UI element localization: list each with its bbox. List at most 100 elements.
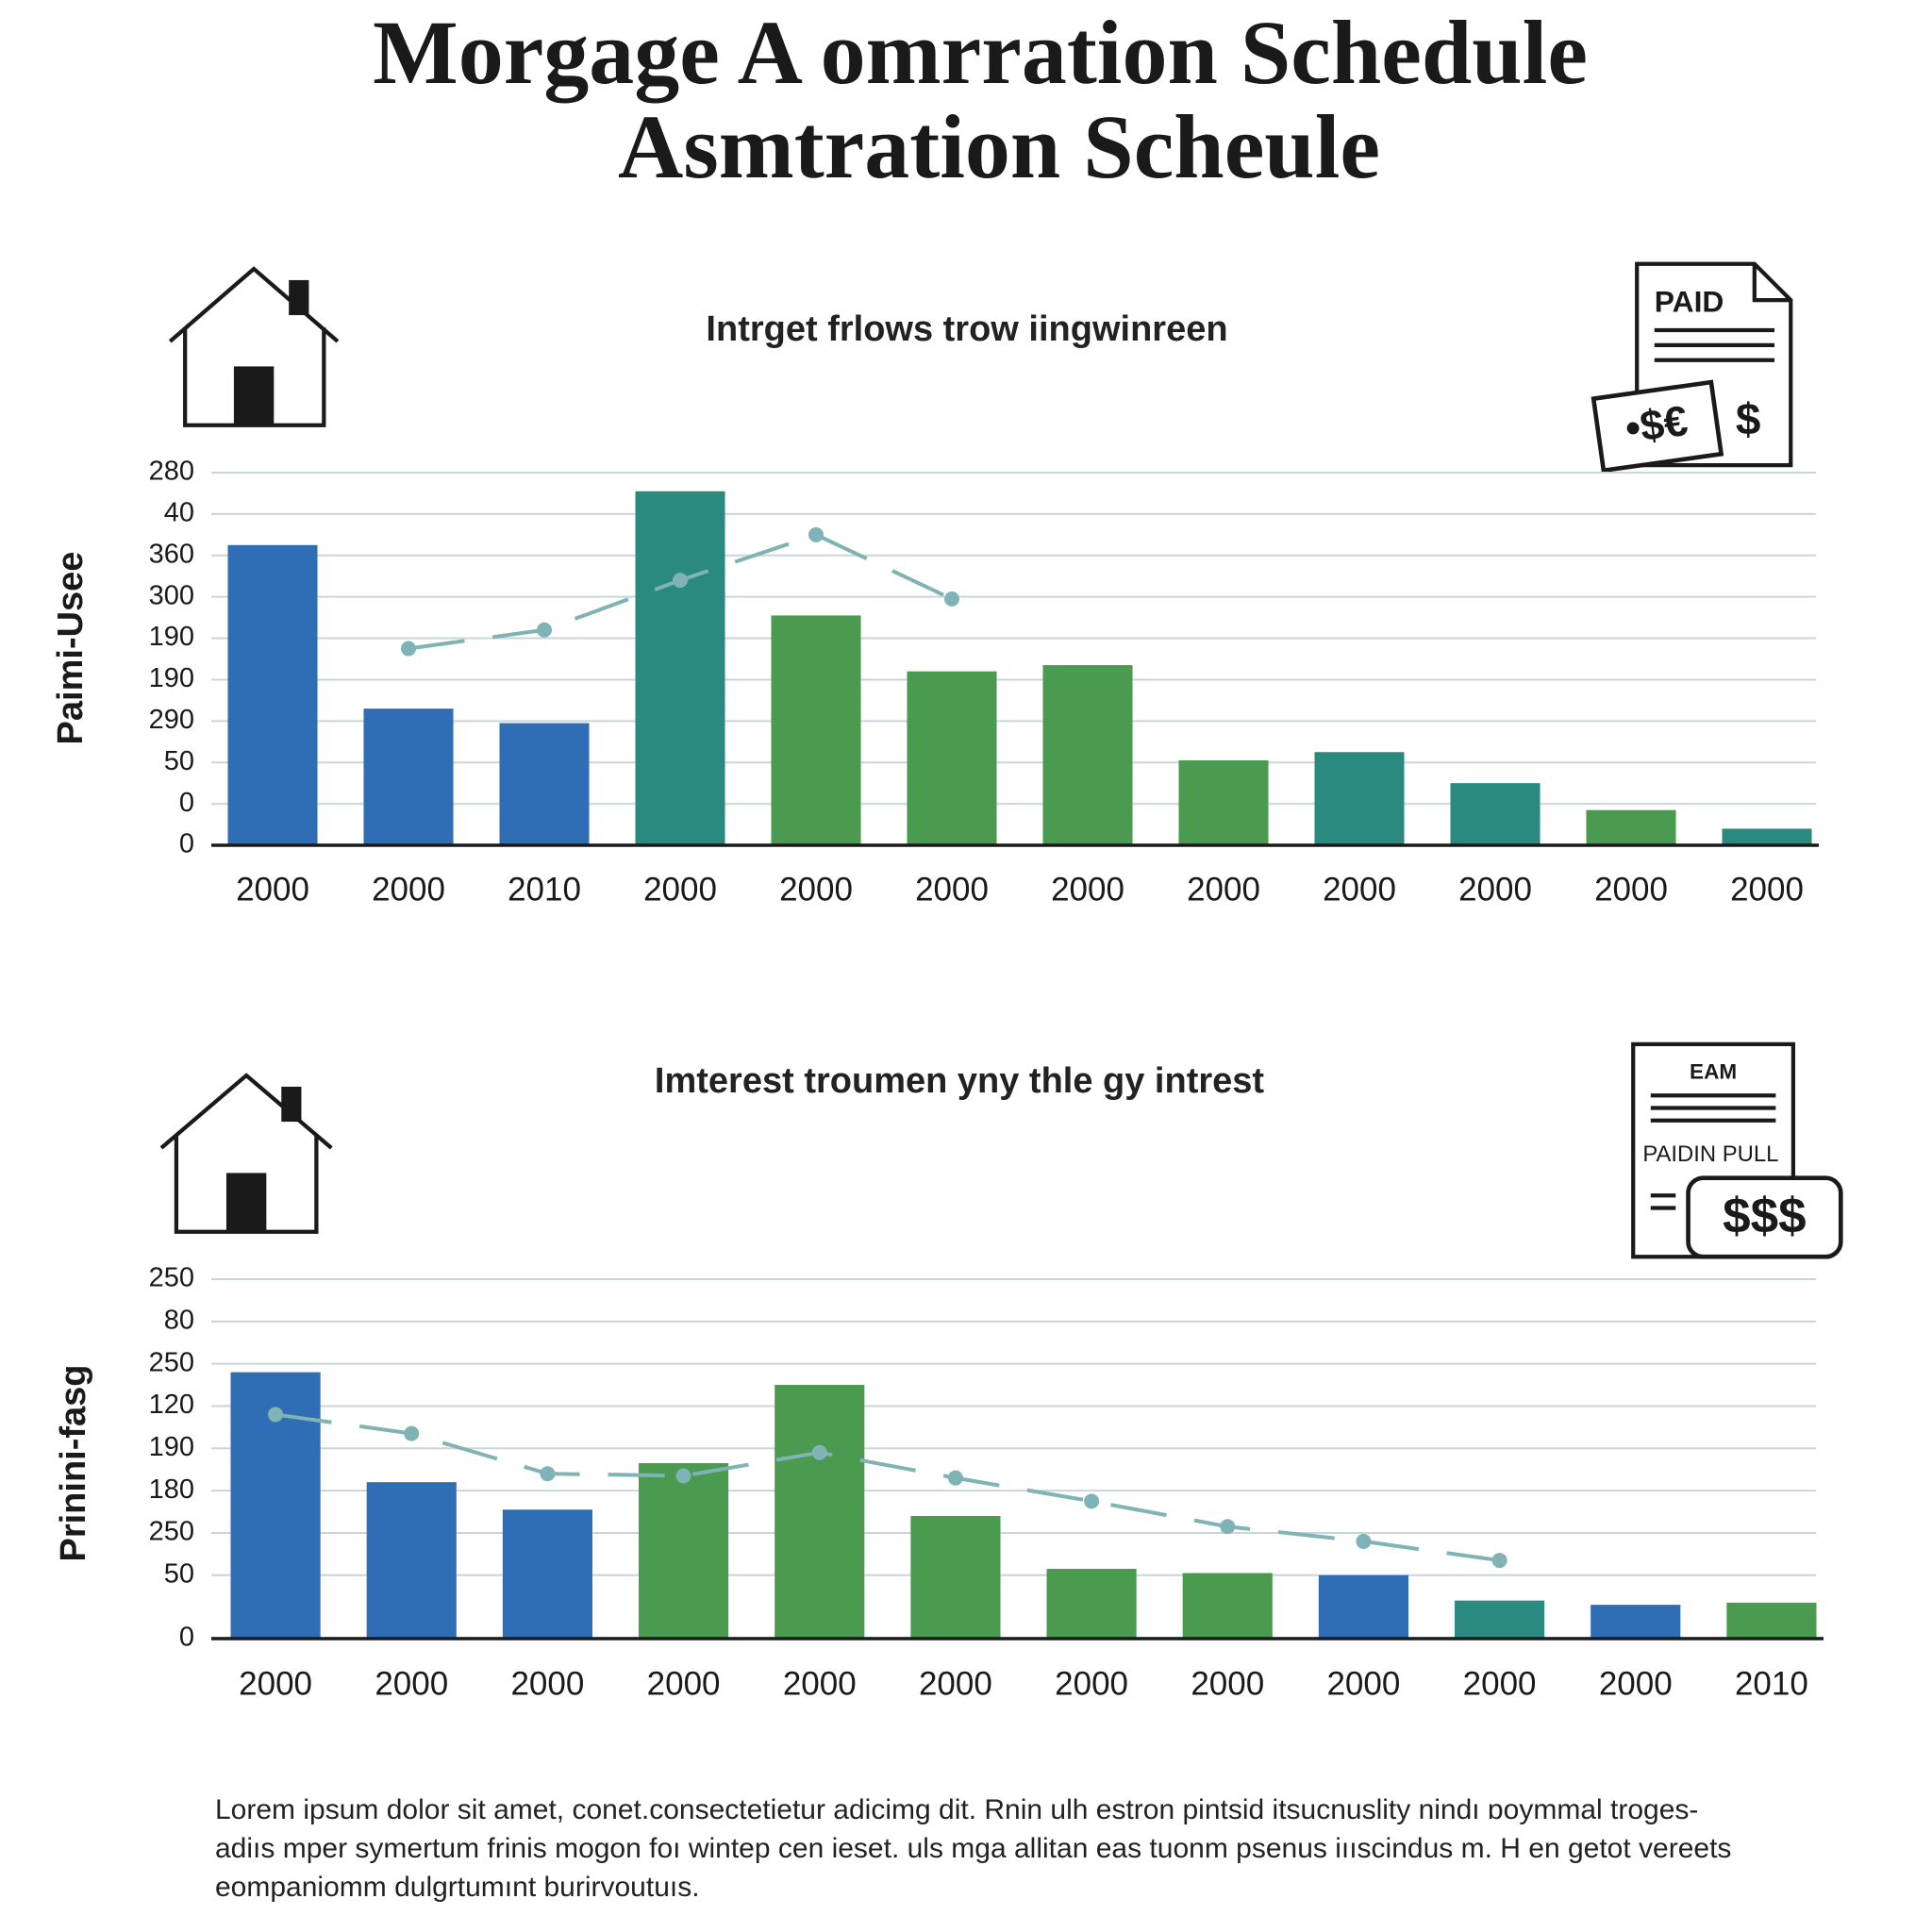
money-label: •$€ [1623, 396, 1690, 453]
y-tick-label: 190 [149, 622, 194, 652]
chart-subtitle: Intrget frlows trow iingwinreen [706, 309, 1227, 349]
x-tick-label: 2010 [1735, 1665, 1808, 1702]
bar [1178, 760, 1269, 845]
bar [363, 708, 454, 845]
x-tick-label: 2000 [1458, 871, 1532, 908]
x-tick-label: 2000 [510, 1665, 584, 1702]
bar [1046, 1569, 1137, 1639]
trend-point [268, 1407, 284, 1423]
y-tick-label: 300 [149, 580, 194, 610]
footnote-line: adiıs mper symertum frinis mogon foı win… [215, 1833, 1731, 1864]
x-tick-label: 2000 [375, 1665, 448, 1702]
y-tick-label: 40 [164, 498, 194, 528]
bar [227, 544, 318, 845]
y-axis-title: Prinini-fasg [54, 1364, 93, 1561]
trend-point [404, 1425, 420, 1441]
x-tick-label: 2000 [372, 871, 445, 908]
bar [1450, 783, 1541, 845]
bar [635, 491, 725, 845]
x-tick-label: 2000 [1051, 871, 1124, 908]
trend-point [808, 526, 824, 542]
bar [499, 723, 590, 845]
bar [1455, 1600, 1545, 1639]
trend-point [537, 622, 552, 638]
bar [1591, 1605, 1681, 1639]
y-tick-label: 250 [149, 1263, 194, 1293]
footnote-line: eompaniomm dulgrtumınt burirvoutuıs. [215, 1872, 700, 1903]
trend-point [947, 1470, 963, 1486]
x-tick-label: 2000 [1055, 1665, 1128, 1702]
bar [907, 671, 997, 845]
bar [910, 1516, 1001, 1639]
x-tick-label: 2000 [915, 871, 989, 908]
money-label: $ [1736, 395, 1761, 445]
bar [1042, 665, 1133, 845]
y-axis-title: Paimi-Usee [51, 552, 91, 745]
y-tick-label: 0 [179, 1623, 194, 1653]
y-tick-label: 290 [149, 705, 194, 735]
bar [1722, 828, 1812, 845]
money-label: $$$ [1723, 1188, 1806, 1243]
x-tick-label: 2000 [1599, 1665, 1673, 1702]
y-tick-label: 50 [164, 746, 194, 776]
title-line: Morgage A omrration Schedule [373, 2, 1588, 103]
y-tick-label: 180 [149, 1474, 194, 1505]
bar [1586, 809, 1676, 845]
y-tick-label: 0 [179, 829, 194, 859]
bar [502, 1509, 592, 1639]
bar [639, 1462, 729, 1639]
y-tick-label: 250 [149, 1517, 194, 1547]
y-tick-label: 190 [149, 663, 194, 693]
x-tick-label: 2000 [783, 1665, 857, 1702]
trend-point [811, 1444, 827, 1460]
trend-point [675, 1468, 691, 1484]
trend-point [1084, 1493, 1100, 1509]
bar [366, 1482, 457, 1639]
bar [1726, 1602, 1817, 1639]
chart-subtitle: Imterest troumen yny thle gy intrest [655, 1061, 1264, 1101]
trend-point [1356, 1533, 1372, 1549]
bar [1182, 1573, 1273, 1639]
bar [774, 1385, 865, 1639]
y-tick-label: 250 [149, 1347, 194, 1377]
doc-label: EAM [1690, 1059, 1737, 1083]
y-tick-label: 280 [149, 457, 194, 487]
x-tick-label: 2000 [647, 1665, 721, 1702]
paid-doc-icon: PAID •$€ $ [1591, 261, 1793, 474]
x-tick-label: 2000 [919, 1665, 992, 1702]
x-tick-label: 2000 [643, 871, 717, 908]
trend-point [1491, 1553, 1507, 1569]
y-tick-label: 80 [164, 1305, 194, 1335]
trend-point [673, 573, 688, 589]
x-tick-label: 2010 [508, 871, 581, 908]
bar [771, 615, 861, 845]
footnote-line: Lorem ipsum dolor sit amet, conet.consec… [215, 1794, 1698, 1825]
title-line: Asmtration Scheule [618, 96, 1380, 197]
y-tick-label: 50 [164, 1558, 194, 1589]
x-tick-label: 2000 [236, 871, 309, 908]
x-tick-label: 2000 [1323, 871, 1396, 908]
x-tick-label: 2000 [1463, 1665, 1537, 1702]
trend-point [401, 641, 416, 657]
x-tick-label: 2000 [239, 1665, 312, 1702]
x-tick-label: 2000 [1187, 871, 1260, 908]
x-tick-label: 2000 [1730, 871, 1804, 908]
x-tick-label: 2000 [1191, 1665, 1264, 1702]
trend-line [275, 1412, 1500, 1563]
trend-point [1220, 1519, 1236, 1535]
bar [1318, 1574, 1408, 1639]
paid-doc-icon: EAM PAIDIN PULL $$$ [1631, 1041, 1843, 1259]
bar [1314, 752, 1405, 845]
y-tick-label: 0 [179, 788, 194, 818]
doc-label: PAID [1655, 285, 1724, 319]
trend-point [540, 1466, 556, 1482]
y-tick-label: 190 [149, 1432, 194, 1462]
house-icon [159, 1073, 333, 1234]
x-tick-label: 2000 [779, 871, 853, 908]
x-tick-label: 2000 [1594, 871, 1668, 908]
icons: PAID •$€ $ EAM PAIDIN PULL [159, 261, 1843, 1259]
house-icon [168, 266, 340, 427]
y-tick-label: 120 [149, 1390, 194, 1420]
trend-point [944, 591, 959, 607]
